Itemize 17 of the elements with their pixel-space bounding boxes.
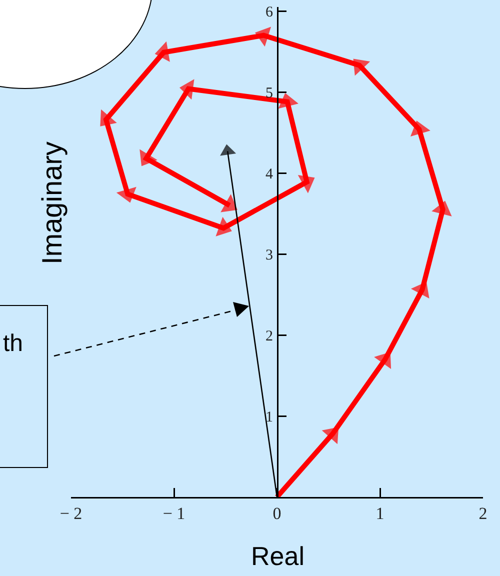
x-tick-label: − 1 bbox=[162, 504, 186, 523]
y-tick-label: 3 bbox=[266, 247, 273, 264]
y-tick-label: 1 bbox=[266, 409, 273, 426]
y-tick-label: 4 bbox=[266, 166, 274, 182]
x-tick-label: 0 bbox=[272, 504, 282, 523]
point bbox=[410, 282, 430, 299]
y-tick-label: 2 bbox=[266, 328, 273, 344]
x-tick-label: − 2 bbox=[60, 504, 82, 523]
point bbox=[140, 149, 158, 166]
x-tick-label: 2 bbox=[478, 504, 488, 523]
y-axis-title: Imaginary bbox=[36, 142, 68, 264]
y-tick-label: 6 bbox=[266, 4, 274, 20]
text: th bbox=[2, 330, 23, 357]
point bbox=[100, 109, 117, 126]
point bbox=[374, 352, 392, 369]
x-tick-label: 1 bbox=[376, 504, 384, 523]
x-axis-title: Real bbox=[251, 541, 304, 571]
